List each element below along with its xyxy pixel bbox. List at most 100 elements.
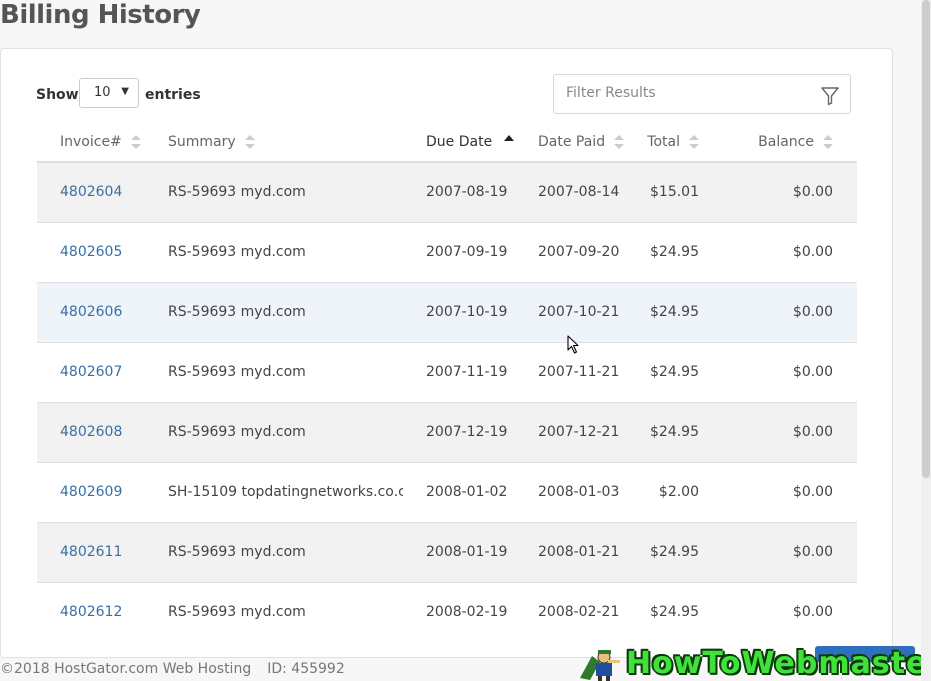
invoice-cell: 4802612 [37, 581, 145, 642]
due-date-cell: 2007-12-19 [403, 401, 515, 462]
partial-button[interactable] [815, 646, 915, 662]
footer-account-id: ID: 455992 [267, 661, 345, 677]
balance-cell: $0.00 [725, 341, 857, 402]
invoice-cell: 4802609 [37, 461, 145, 522]
balance-cell: $0.00 [725, 581, 857, 642]
scrollbar-thumb[interactable] [922, 0, 930, 478]
summary-cell: RS-59693 myd.com [145, 281, 403, 342]
column-header-summary[interactable]: Summary [145, 122, 403, 163]
column-label: Date Paid [538, 133, 606, 150]
due-date-cell: 2007-09-19 [403, 221, 515, 282]
mascot-icon [580, 650, 620, 681]
date-paid-cell: 2007-10-21 [515, 281, 620, 342]
invoice-cell: 4802607 [37, 341, 145, 402]
table-row[interactable]: 4802605 RS-59693 myd.com 2007-09-19 2007… [37, 221, 857, 282]
table-row[interactable]: 4802611 RS-59693 myd.com 2008-01-19 2008… [37, 521, 857, 582]
footer-copyright: ©2018 HostGator.com Web Hosting [0, 661, 252, 677]
total-cell: $24.95 [620, 341, 725, 402]
balance-cell: $0.00 [725, 161, 857, 222]
summary-cell: RS-59693 myd.com [145, 521, 403, 582]
balance-cell: $0.00 [725, 221, 857, 282]
invoice-link[interactable]: 4802604 [60, 184, 123, 201]
page-length-value: 10 [94, 85, 111, 100]
chevron-down-icon: ▼ [121, 86, 129, 97]
column-label: Summary [168, 133, 236, 150]
invoice-cell: 4802605 [37, 221, 145, 282]
show-label: Show [36, 87, 79, 103]
invoice-cell: 4802611 [37, 521, 145, 582]
sort-ascending-icon [504, 134, 515, 141]
invoice-link[interactable]: 4802607 [60, 364, 123, 380]
total-cell: $24.95 [620, 521, 725, 582]
invoice-link[interactable]: 4802609 [60, 484, 123, 500]
mouse-cursor-icon [567, 335, 579, 354]
table-row[interactable]: 4802608 RS-59693 myd.com 2007-12-19 2007… [37, 401, 857, 462]
total-cell: $24.95 [620, 221, 725, 282]
entries-label: entries [145, 87, 201, 103]
due-date-cell: 2007-10-19 [403, 281, 515, 342]
invoice-cell: 4802608 [37, 401, 145, 462]
column-label: Due Date [426, 133, 493, 150]
total-cell: $2.00 [620, 461, 725, 522]
column-header-due-date[interactable]: Due Date [403, 122, 515, 163]
filter-icon[interactable] [820, 86, 840, 106]
scrollbar[interactable] [921, 0, 931, 681]
total-cell: $24.95 [620, 281, 725, 342]
watermark-text: HowToWebmaster [626, 646, 931, 681]
column-label: Total [647, 133, 680, 150]
invoice-link[interactable]: 4802608 [60, 424, 123, 440]
summary-cell: RS-59693 myd.com [145, 221, 403, 282]
date-paid-cell: 2007-08-14 [515, 161, 620, 222]
due-date-cell: 2007-11-19 [403, 341, 515, 402]
table-row[interactable]: 4802604 RS-59693 myd.com 2007-08-19 2007… [37, 161, 857, 222]
balance-cell: $0.00 [725, 461, 857, 522]
sort-icon [130, 134, 141, 149]
sort-icon [244, 134, 255, 149]
invoice-link[interactable]: 4802611 [60, 544, 123, 560]
sort-icon [823, 134, 833, 149]
billing-table: Invoice# Summary Due Date Date Paid Tota… [37, 122, 857, 642]
total-cell: $24.95 [620, 401, 725, 462]
balance-cell: $0.00 [725, 521, 857, 582]
total-cell: $24.95 [620, 581, 725, 642]
summary-cell: RS-59693 myd.com [145, 341, 403, 402]
due-date-cell: 2008-01-02 [403, 461, 515, 522]
table-row[interactable]: 4802607 RS-59693 myd.com 2007-11-19 2007… [37, 341, 857, 402]
column-header-balance[interactable]: Balance [725, 122, 857, 163]
summary-cell: SH-15109 topdatingnetworks.co.cc [145, 461, 403, 522]
table-row[interactable]: 4802606 RS-59693 myd.com 2007-10-19 2007… [37, 281, 857, 342]
column-label: Invoice# [60, 133, 122, 150]
due-date-cell: 2008-02-19 [403, 581, 515, 642]
total-cell: $15.01 [620, 161, 725, 222]
date-paid-cell: 2008-02-21 [515, 581, 620, 642]
balance-cell: $0.00 [725, 281, 857, 342]
summary-cell: RS-59693 myd.com [145, 581, 403, 642]
summary-cell: RS-59693 myd.com [145, 161, 403, 222]
summary-cell: RS-59693 myd.com [145, 401, 403, 462]
balance-cell: $0.00 [725, 401, 857, 462]
filter-input[interactable] [566, 85, 806, 101]
table-row[interactable]: 4802609 SH-15109 topdatingnetworks.co.cc… [37, 461, 857, 522]
date-paid-cell: 2007-09-20 [515, 221, 620, 282]
table-header-row: Invoice# Summary Due Date Date Paid Tota… [37, 122, 857, 163]
invoice-link[interactable]: 4802606 [60, 304, 123, 320]
date-paid-cell: 2008-01-03 [515, 461, 620, 522]
page-title: Billing History [0, 0, 201, 30]
sort-icon [689, 134, 699, 149]
date-paid-cell: 2007-12-21 [515, 401, 620, 462]
sort-icon [614, 134, 625, 149]
invoice-link[interactable]: 4802612 [60, 604, 123, 621]
page-length-select[interactable]: 10 ▼ [79, 78, 139, 108]
due-date-cell: 2008-01-19 [403, 521, 515, 582]
table-row[interactable]: 4802612 RS-59693 myd.com 2008-02-19 2008… [37, 581, 857, 642]
column-header-invoice[interactable]: Invoice# [37, 122, 145, 163]
column-label: Balance [758, 133, 814, 150]
due-date-cell: 2007-08-19 [403, 161, 515, 222]
filter-box [553, 74, 851, 114]
column-header-total[interactable]: Total [620, 122, 725, 163]
column-header-date-paid[interactable]: Date Paid [515, 122, 625, 163]
invoice-cell: 4802604 [37, 161, 145, 222]
invoice-link[interactable]: 4802605 [60, 244, 123, 260]
footer: ©2018 HostGator.com Web Hosting ID: 45599… [0, 661, 345, 677]
date-paid-cell: 2008-01-21 [515, 521, 620, 582]
